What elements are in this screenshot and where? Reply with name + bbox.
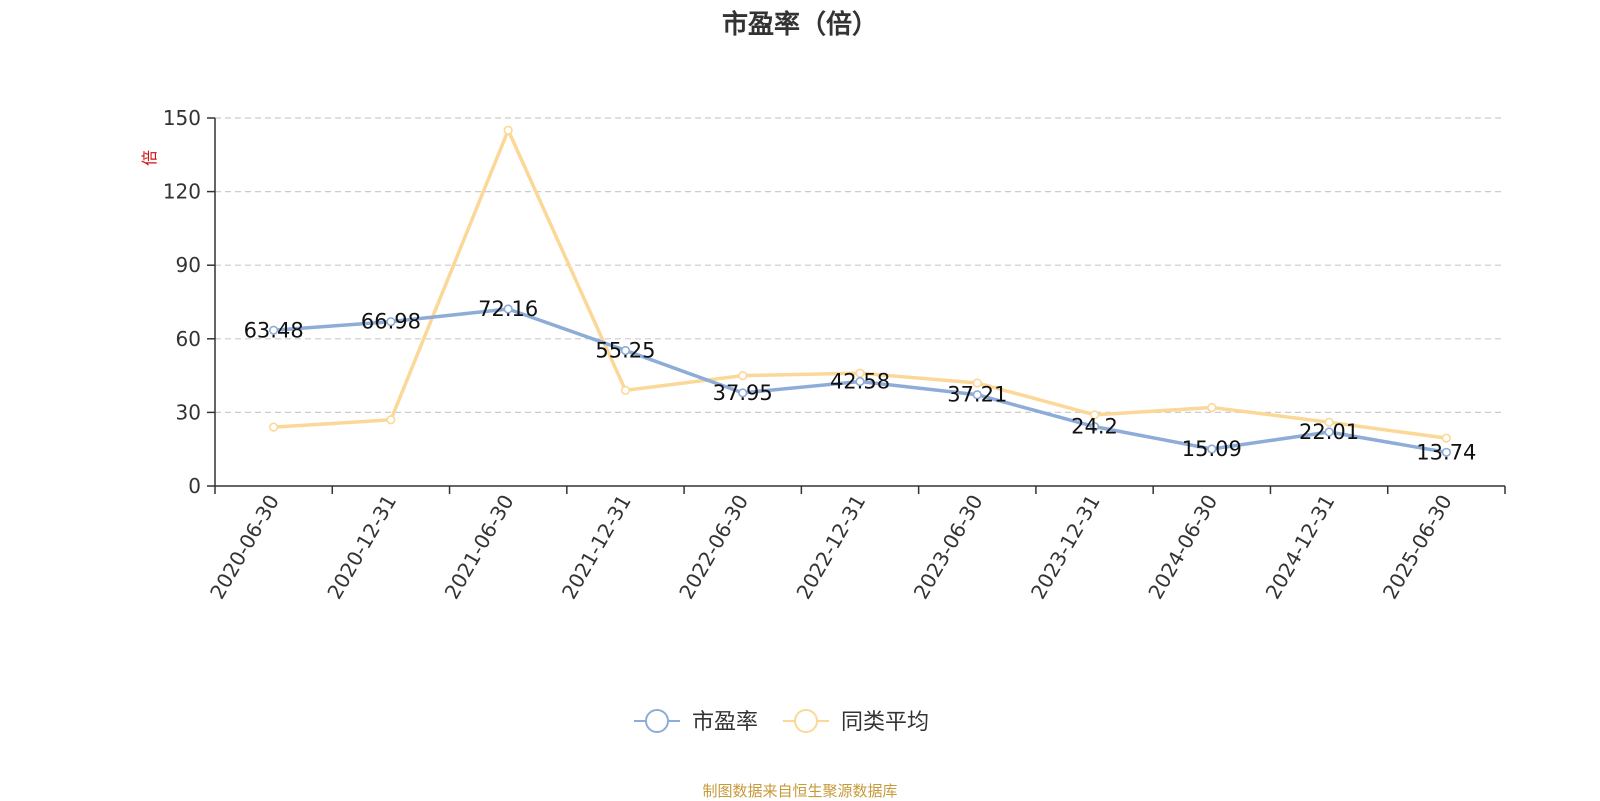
x-tick-label: 2023-12-31 [1026,491,1105,604]
x-tick-label: 2020-06-30 [205,491,284,604]
data-point-1 [972,378,982,388]
data-source-note: 制图数据来自恒生聚源数据库 [702,782,898,800]
data-label: 13.74 [1416,440,1476,464]
data-point-0 [1207,444,1217,454]
y-tick-label: 90 [176,253,201,277]
chart-title: 市盈率（倍） [721,10,878,40]
data-label: 72.16 [478,297,538,321]
data-point-0 [738,388,748,398]
data-point-0 [386,317,396,327]
data-label-layer: 63.48 66.98 72.16 55.25 37.95 42.58 37.21 24.2 1… [244,297,1477,464]
y-tick-label: 0 [188,474,201,498]
legend: 市盈率 同类平均 [634,709,929,735]
legend-marker-1 [794,709,818,733]
x-tick-label: 2022-06-30 [674,491,753,604]
series-layer [269,125,1451,457]
x-tick-label: 2024-12-31 [1261,491,1340,604]
x-tick-label: 2020-12-31 [322,490,401,603]
data-label: 15.09 [1182,437,1242,461]
x-tick-label: 2022-12-31 [791,491,870,604]
data-point-0 [620,345,631,356]
y-tick-label: 30 [176,400,201,424]
y-tick-label: 150 [163,106,201,130]
data-point-1 [1324,417,1334,427]
data-point-0 [972,390,982,400]
y-tick-label: 120 [163,180,201,204]
y-axis-label: 倍 [140,150,159,166]
data-point-0 [1441,447,1451,457]
data-point-0 [1089,422,1100,432]
data-point-0 [1324,427,1334,437]
data-point-1 [1089,410,1100,420]
data-point-1 [1441,433,1451,443]
data-point-1 [503,125,513,135]
data-label: 66.98 [361,310,421,334]
data-point-0 [503,304,513,314]
data-point-1 [620,385,631,395]
data-label: 55.25 [595,338,655,362]
data-point-0 [269,325,279,335]
data-point-1 [269,422,279,432]
data-label: 37.21 [947,383,1007,407]
data-label: 24.2 [1071,415,1118,439]
data-label: 37.95 [713,381,773,405]
x-tick-label: 2023-06-30 [909,491,988,604]
axis-layer: 0 30 60 90 120 150 倍 2020-06-30 2020-12-31 2021-0… [140,106,1506,604]
data-point-1 [386,415,396,425]
legend-label: 市盈率 [692,710,758,735]
x-tick-label: 2021-06-30 [440,491,519,604]
grid-layer [215,117,1505,413]
x-tick-label: 2025-06-30 [1378,491,1457,604]
data-point-1 [1207,402,1217,413]
legend-label: 同类平均 [841,710,929,735]
data-label: 63.48 [244,318,304,342]
x-tick-label: 2021-12-31 [557,491,636,604]
data-label: 42.58 [830,370,890,394]
data-label: 22.01 [1299,420,1359,444]
x-tick-label: 2024-06-30 [1143,491,1222,604]
data-point-1 [738,371,748,381]
data-point-0 [855,376,865,387]
y-tick-label: 60 [176,327,201,351]
legend-marker-0 [645,709,669,733]
